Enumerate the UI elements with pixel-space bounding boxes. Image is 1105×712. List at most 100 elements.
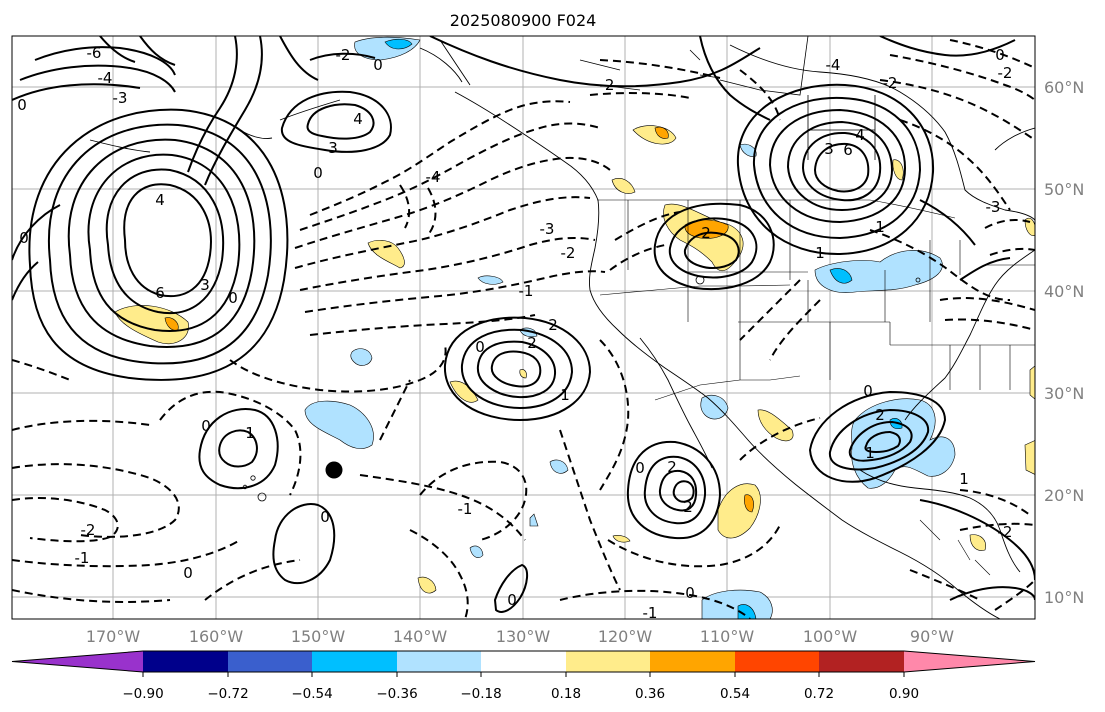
lat-label: 20°N [1044, 486, 1084, 505]
svg-text:-2: -2 [998, 64, 1013, 82]
lon-label: 100°W [803, 627, 858, 646]
shaded-anomalies [114, 36, 1035, 619]
colorbar-tick: 0.18 [551, 686, 581, 702]
svg-text:0: 0 [863, 382, 873, 400]
svg-text:2: 2 [683, 498, 693, 516]
svg-text:-1: -1 [458, 500, 473, 518]
colorbar-tick: −0.90 [122, 686, 163, 702]
lat-label: 10°N [1044, 588, 1084, 607]
colorbar-tick: 0.54 [720, 686, 750, 702]
colorbar-segment [312, 651, 397, 672]
colorbar-segment [819, 651, 904, 672]
svg-text:-2: -2 [883, 74, 898, 92]
svg-text:0: 0 [313, 164, 323, 182]
svg-text:1: 1 [245, 424, 255, 442]
longitude-labels: 170°W 160°W 150°W 140°W 130°W 120°W 110°… [86, 627, 954, 646]
lon-label: 120°W [598, 627, 653, 646]
svg-text:6: 6 [155, 284, 165, 302]
lon-label: 130°W [496, 627, 551, 646]
svg-text:2: 2 [548, 316, 558, 334]
lat-label: 60°N [1044, 78, 1084, 97]
lon-label: 160°W [189, 627, 244, 646]
colorbar-segment [481, 651, 566, 672]
svg-text:-6: -6 [87, 44, 102, 62]
lon-label: 140°W [393, 627, 448, 646]
svg-text:0: 0 [201, 417, 211, 435]
colorbar-segment [650, 651, 735, 672]
colorbar-segment [397, 651, 481, 672]
storm-marker [325, 461, 343, 479]
svg-text:0: 0 [995, 46, 1005, 64]
svg-text:-4: -4 [426, 168, 441, 186]
svg-text:3: 3 [328, 139, 338, 157]
svg-text:-3: -3 [540, 220, 555, 238]
svg-text:-2: -2 [81, 521, 96, 539]
svg-text:-1: -1 [519, 282, 534, 300]
svg-text:-4: -4 [826, 56, 841, 74]
colorbar-tick: −0.54 [291, 686, 332, 702]
positive-contours [12, 36, 1035, 613]
svg-text:0: 0 [228, 289, 238, 307]
svg-text:0: 0 [475, 338, 485, 356]
svg-text:-3: -3 [986, 198, 1001, 216]
svg-text:2: 2 [527, 334, 537, 352]
svg-text:2: 2 [667, 458, 677, 476]
colorbar-tick: −0.36 [376, 686, 417, 702]
map-title: 2025080900 F024 [450, 11, 597, 30]
svg-text:2: 2 [701, 224, 711, 242]
colorbar-tick: −0.72 [207, 686, 248, 702]
colorbar-segment [735, 651, 819, 672]
svg-text:-4: -4 [98, 69, 113, 87]
colorbar-extend-low [12, 651, 143, 672]
svg-text:-1: -1 [75, 549, 90, 567]
lon-label: 150°W [291, 627, 346, 646]
colorbar-tick: −0.18 [460, 686, 501, 702]
negative-contours [12, 39, 1035, 619]
colorbar-segment [566, 651, 650, 672]
svg-text:0: 0 [685, 584, 695, 602]
colorbar-tick: 0.90 [889, 686, 919, 702]
map-panel: 4 6 3 0 3 4 0 -4 -3 -2 -1 2 2 0 1 2 3 4 … [11, 35, 1036, 622]
svg-text:4: 4 [353, 110, 363, 128]
svg-text:-2: -2 [998, 523, 1013, 541]
svg-text:-2: -2 [336, 46, 351, 64]
lat-label: 30°N [1044, 384, 1084, 403]
svg-text:0: 0 [373, 56, 383, 74]
svg-text:2: 2 [875, 406, 885, 424]
map-frame [11, 35, 1036, 620]
colorbar-tick: 0.72 [804, 686, 834, 702]
contour-labels: 4 6 3 0 3 4 0 -4 -3 -2 -1 2 2 0 1 2 3 4 … [17, 44, 1013, 622]
svg-text:4: 4 [155, 191, 165, 209]
svg-text:0: 0 [183, 564, 193, 582]
svg-text:0: 0 [507, 591, 517, 609]
lat-label: 50°N [1044, 180, 1084, 199]
lon-label: 90°W [910, 627, 954, 646]
svg-text:1: 1 [875, 218, 885, 236]
svg-text:4: 4 [855, 126, 865, 144]
colorbar-segment [143, 651, 228, 672]
svg-text:3: 3 [200, 276, 210, 294]
svg-text:-3: -3 [113, 89, 128, 107]
colorbar-segment [228, 651, 312, 672]
svg-text:1: 1 [959, 470, 969, 488]
svg-text:0: 0 [635, 459, 645, 477]
latitude-labels: 60°N 50°N 40°N 30°N 20°N 10°N [1044, 78, 1084, 607]
svg-text:1: 1 [560, 386, 570, 404]
svg-text:6: 6 [843, 141, 853, 159]
svg-text:1: 1 [865, 444, 875, 462]
political-borders [597, 199, 1035, 576]
colorbar-tick: 0.36 [635, 686, 665, 702]
svg-text:1: 1 [815, 244, 825, 262]
colorbar-ticks: −0.90 −0.72 −0.54 −0.36 −0.18 0.18 0.36 … [122, 686, 919, 702]
svg-text:-1: -1 [643, 604, 658, 622]
coastlines [89, 39, 1035, 619]
svg-text:0: 0 [17, 96, 27, 114]
svg-text:0: 0 [320, 508, 330, 526]
svg-text:0: 0 [19, 229, 29, 247]
svg-text:3: 3 [824, 140, 834, 158]
svg-text:-2: -2 [600, 76, 615, 94]
colorbar-extend-high [904, 651, 1035, 672]
svg-text:-2: -2 [561, 244, 576, 262]
lat-label: 40°N [1044, 282, 1084, 301]
